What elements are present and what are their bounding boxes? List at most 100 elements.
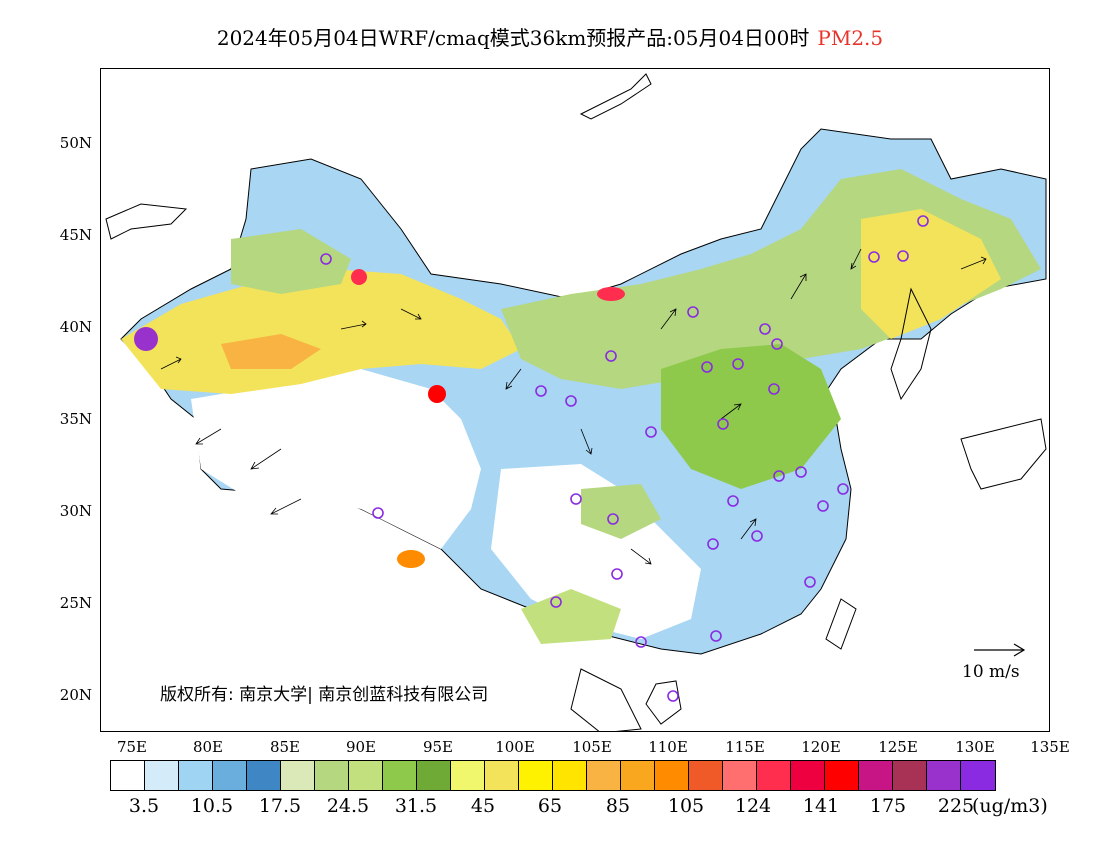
legend-label: 24.5 (326, 795, 370, 817)
legend-swatch (859, 761, 893, 790)
legend-swatch (111, 761, 145, 790)
city-marker (687, 306, 699, 318)
lat-label-35n: 35N (59, 410, 92, 428)
legend-label: 31.5 (394, 795, 438, 817)
city-marker (727, 495, 739, 507)
wind-arrow (270, 498, 302, 515)
city-marker (717, 418, 729, 430)
wind-reference-arrow (974, 643, 1026, 657)
legend-swatch (519, 761, 553, 790)
wind-arrow (720, 403, 742, 420)
legend-swatch (213, 761, 247, 790)
lon-label-80e: 80E (192, 738, 224, 756)
legend-swatch (247, 761, 281, 790)
legend-swatch (655, 761, 689, 790)
legend-swatch (281, 761, 315, 790)
lon-label-100e: 100E (495, 738, 535, 756)
wind-arrow (195, 428, 222, 445)
city-marker (635, 636, 647, 648)
city-marker (804, 576, 816, 588)
city-marker (771, 338, 783, 350)
wind-reference-label: 10 m/s (962, 662, 1020, 682)
city-marker (320, 253, 332, 265)
mongolia-lake-outline (579, 73, 652, 120)
legend-label: 10.5 (190, 795, 234, 817)
legend-label: 225 (937, 795, 975, 817)
plateau-region (191, 369, 481, 549)
city-marker (707, 538, 719, 550)
hotspot-tibet-south (397, 550, 425, 568)
city-marker (751, 530, 763, 542)
city-markers (320, 215, 929, 702)
kazakh-outline (105, 203, 188, 240)
map-frame (100, 68, 1050, 732)
city-marker (667, 690, 679, 702)
legend-swatch (417, 761, 451, 790)
legend-swatch (485, 761, 519, 790)
city-marker (897, 250, 909, 262)
wind-vectors (160, 248, 987, 565)
wind-arrow (505, 368, 522, 390)
city-marker (605, 350, 617, 362)
city-marker (732, 358, 744, 370)
lon-label-85e: 85E (269, 738, 301, 756)
pollutant-label: PM2.5 (817, 26, 884, 50)
legend-swatch (145, 761, 179, 790)
sichuan-green (581, 484, 661, 539)
japan-outline (960, 418, 1047, 490)
lat-label-25n: 25N (59, 594, 92, 612)
legend-label: 124 (734, 795, 772, 817)
lat-label-40n: 40N (59, 318, 92, 336)
legend-swatch (723, 761, 757, 790)
pm25-map (105, 73, 1047, 731)
hotspot-qaidam (428, 385, 446, 403)
legend-swatch (893, 761, 927, 790)
xinjiang-band (121, 269, 521, 394)
city-marker (768, 383, 780, 395)
hotspot-turpan (351, 269, 367, 285)
city-marker (372, 507, 384, 519)
city-marker (701, 361, 713, 373)
legend-swatch (587, 761, 621, 790)
wind-arrow (960, 256, 987, 270)
lat-label-50n: 50N (59, 134, 92, 152)
legend-swatch (961, 761, 995, 790)
legend-label: 65 (537, 795, 563, 817)
lon-label-120e: 120E (801, 738, 841, 756)
wind-arrow (400, 308, 422, 320)
hainan-outline (645, 680, 682, 725)
lon-label-115e: 115E (725, 738, 765, 756)
legend-swatch (621, 761, 655, 790)
city-marker (773, 470, 785, 482)
city-marker (795, 466, 807, 478)
legend-swatch (315, 761, 349, 790)
city-marker (550, 596, 562, 608)
wind-reference: 10 m/s (962, 640, 1042, 682)
lon-label-125e: 125E (878, 738, 918, 756)
south-region (491, 464, 701, 639)
lon-label-95e: 95E (422, 738, 454, 756)
legend-swatch (689, 761, 723, 790)
legend-swatch (451, 761, 485, 790)
city-marker (917, 215, 929, 227)
lat-label-20n: 20N (59, 686, 92, 704)
lon-label-75e: 75E (116, 738, 148, 756)
city-marker (837, 483, 849, 495)
legend-swatch (825, 761, 859, 790)
lon-label-130e: 130E (955, 738, 995, 756)
wind-arrow (160, 356, 182, 370)
tarim-orange (221, 334, 321, 369)
legend-swatch (757, 761, 791, 790)
north-china-green (661, 344, 841, 489)
wind-arrow (340, 320, 367, 330)
legend-swatch (791, 761, 825, 790)
lat-label-30n: 30N (59, 502, 92, 520)
legend-swatch (927, 761, 961, 790)
indochina-outline (570, 668, 642, 731)
wind-arrow (790, 273, 807, 300)
map-title: 2024年05月04日WRF/cmaq模式36km预报产品:05月04日00时 P… (0, 22, 1100, 51)
city-marker (645, 426, 657, 438)
legend-label: 3.5 (128, 795, 160, 817)
city-marker (570, 493, 582, 505)
city-marker (868, 251, 880, 263)
